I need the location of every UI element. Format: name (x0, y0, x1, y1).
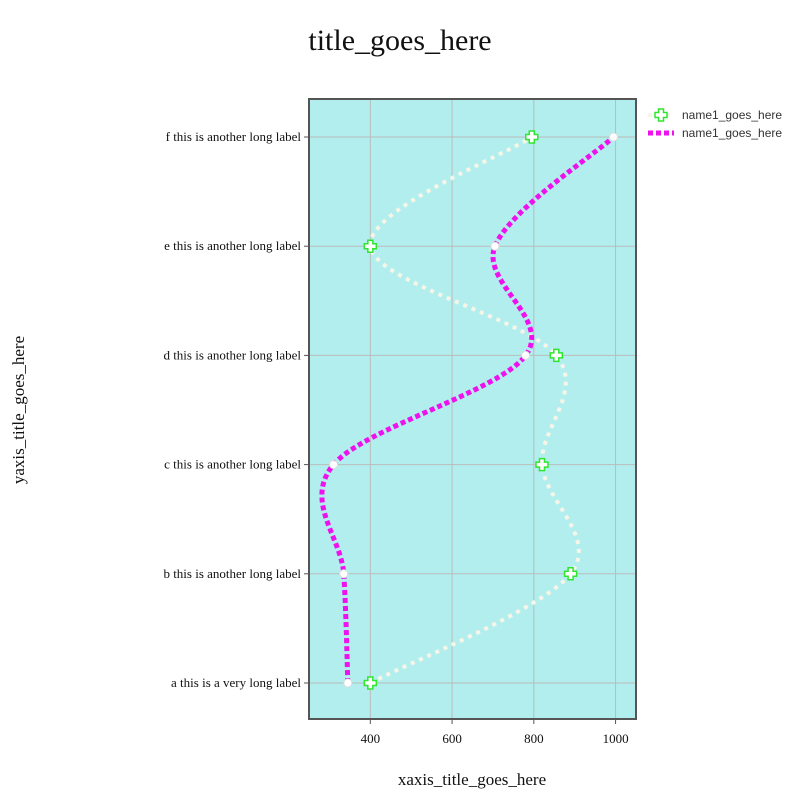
series-2-point (490, 241, 500, 251)
series-2-point (343, 678, 353, 688)
y-tick-label: b this is another long label (163, 566, 301, 581)
plot-area (309, 99, 636, 719)
plot-border (308, 98, 637, 720)
series-1-point (563, 567, 578, 581)
chart-title: title_goes_here (308, 24, 491, 57)
x-tick-label: 800 (524, 731, 544, 746)
series-1-point (535, 457, 549, 472)
y-tick-label: c this is another long label (164, 457, 301, 472)
legend[interactable]: name1_goes_here name1_goes_here (648, 108, 782, 140)
series-1-line (368, 135, 581, 685)
tick-labels: 400 600 800 1000 a this is a very long label… (163, 129, 628, 746)
series-2-point (609, 132, 619, 142)
series-1-point (363, 676, 378, 690)
y-tick-label: d this is another long label (163, 347, 301, 362)
legend-series-1-marker (654, 108, 668, 122)
legend-series-1-label[interactable]: name1_goes_here (682, 108, 782, 122)
series-1-point (549, 348, 564, 363)
series-2-point (339, 569, 349, 579)
series-group (319, 130, 619, 690)
x-tick-label: 600 (442, 731, 462, 746)
legend-series-2-label[interactable]: name1_goes_here (682, 126, 782, 140)
x-tick-label: 1000 (603, 731, 629, 746)
series-2-line (319, 135, 616, 684)
y-tick-label: f this is another long label (166, 129, 302, 144)
series-2-point (521, 350, 531, 360)
series-2-point (329, 460, 339, 470)
series-1-point (363, 239, 378, 253)
y-axis-title: yaxis_title_goes_here (9, 336, 28, 484)
y-tick-label: e this is another long label (164, 238, 301, 253)
series-1-point (525, 130, 539, 144)
x-axis-title: xaxis_title_goes_here (398, 770, 546, 789)
y-tick-label: a this is a very long label (171, 675, 301, 690)
x-tick-label: 400 (361, 731, 381, 746)
